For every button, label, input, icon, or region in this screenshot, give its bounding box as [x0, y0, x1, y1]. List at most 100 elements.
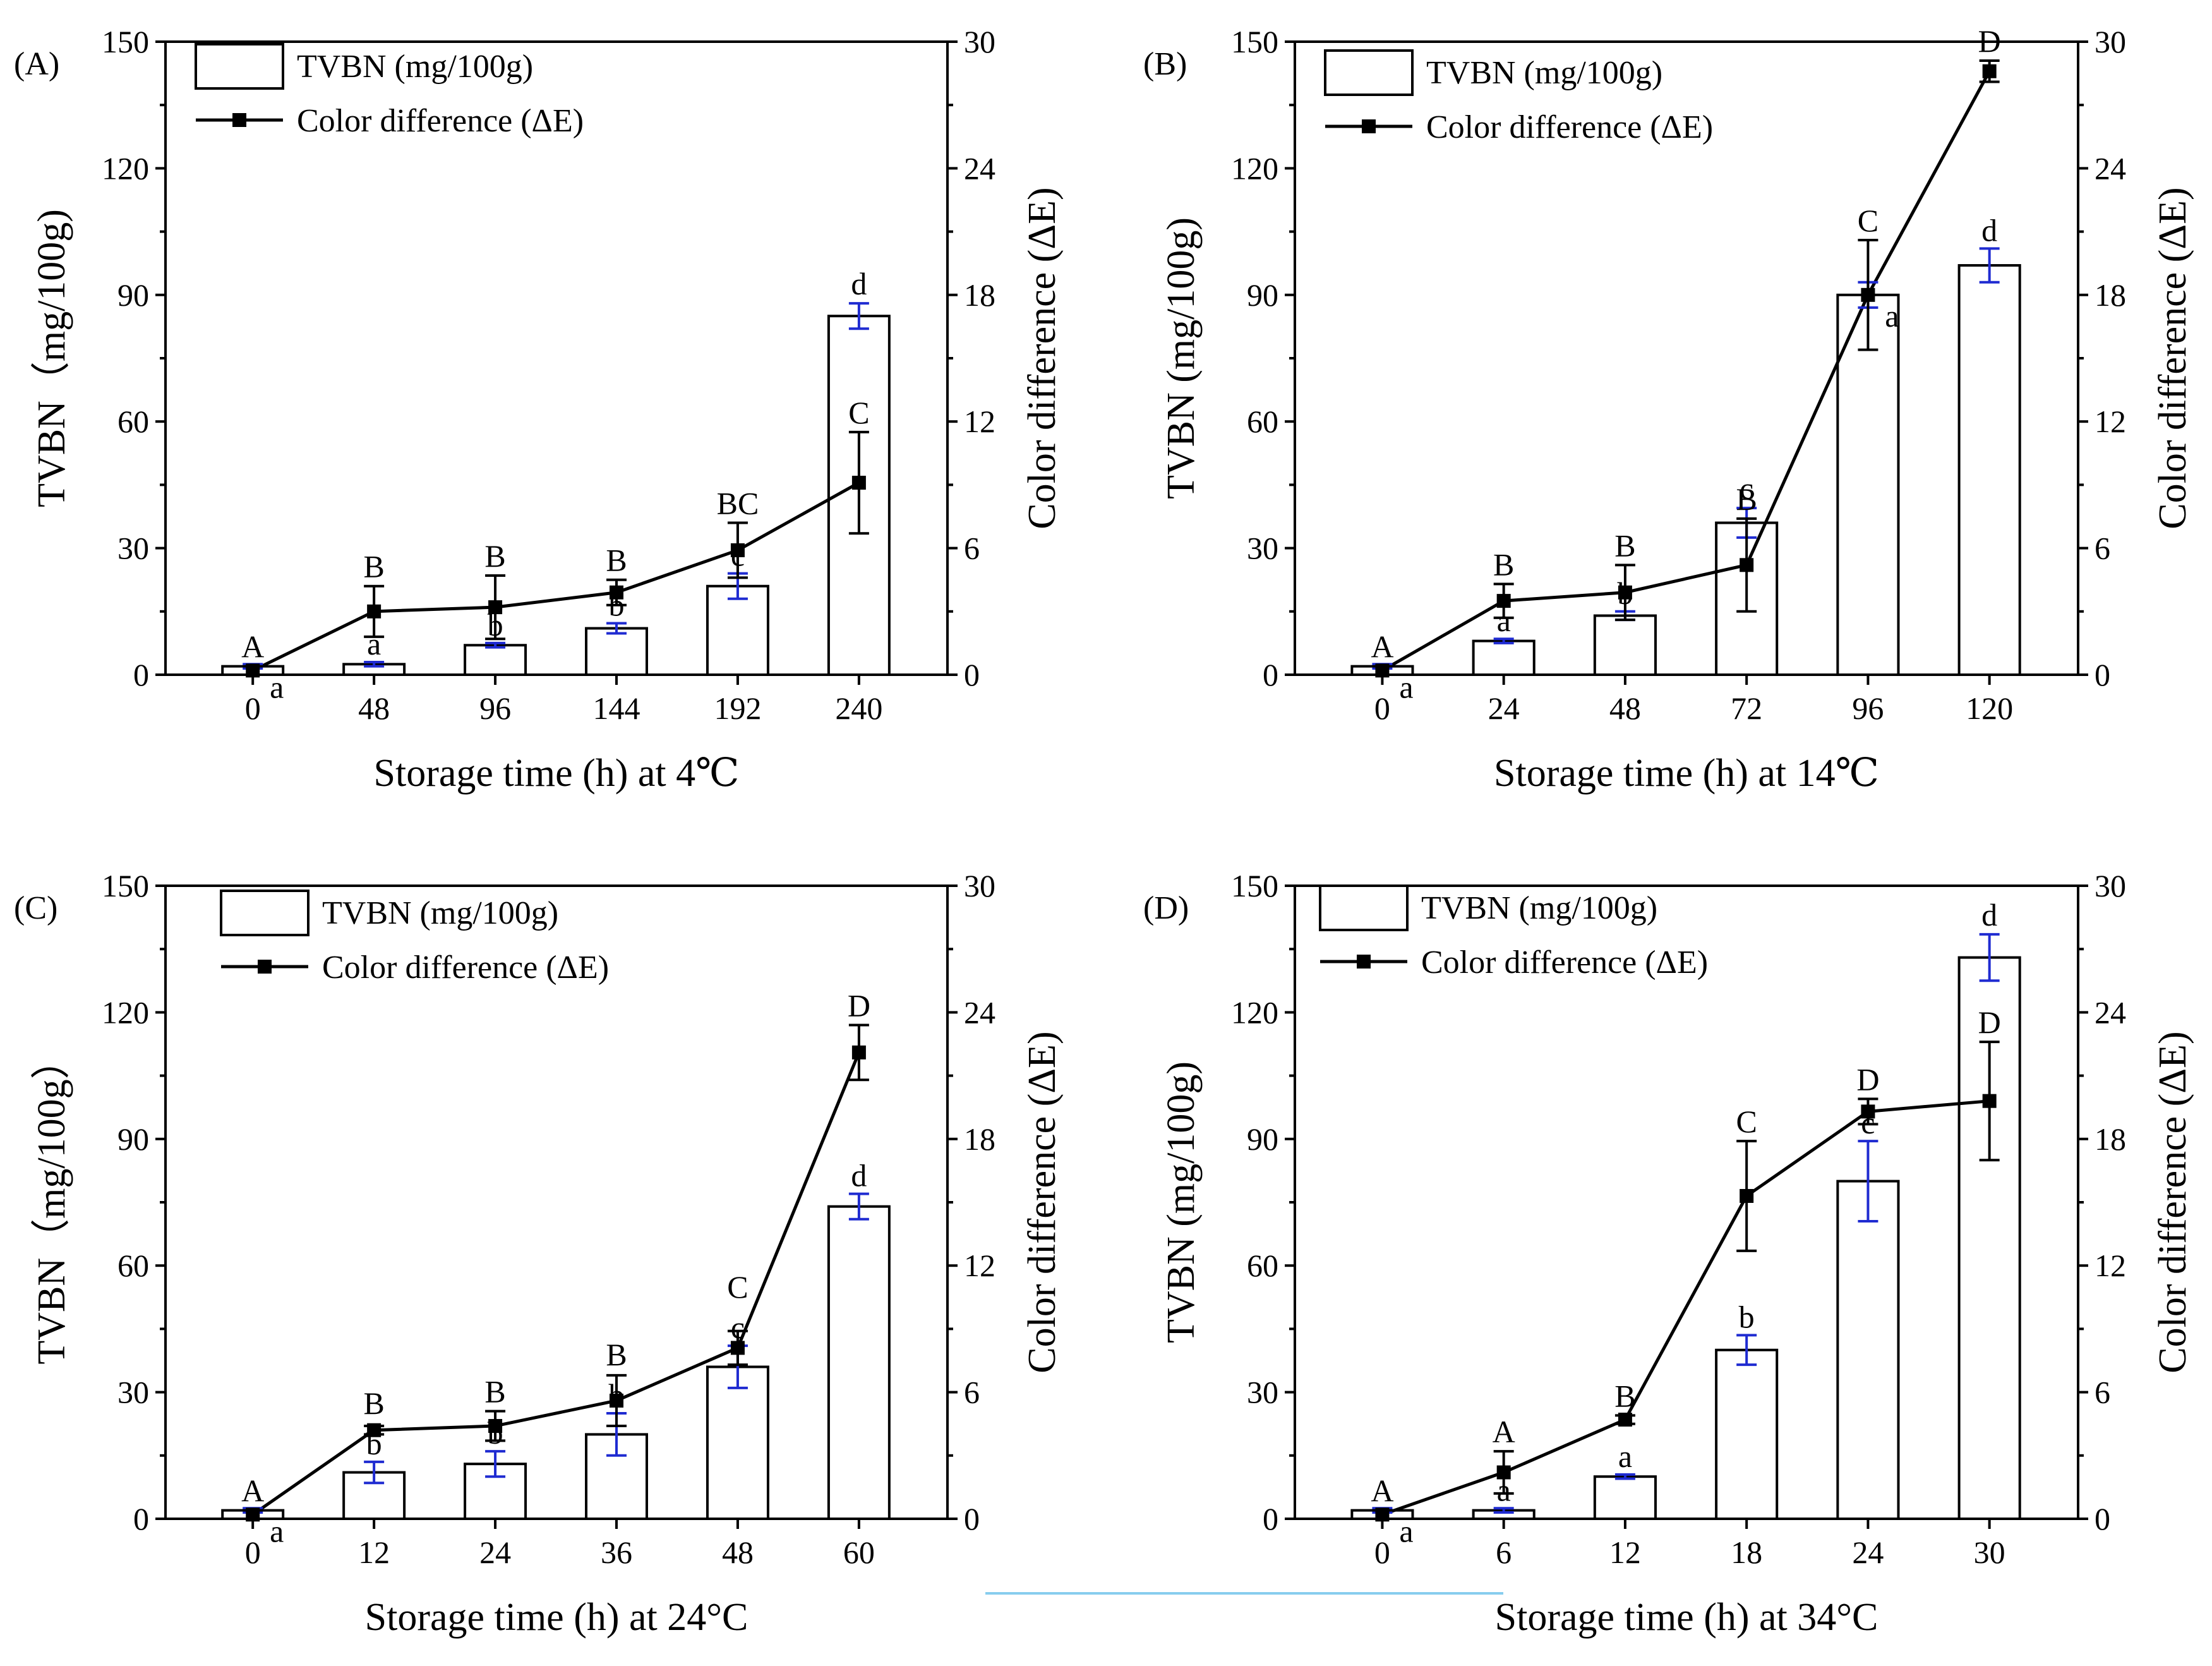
tvbn-letter: b — [1739, 1299, 1755, 1334]
de-letter: A — [241, 1473, 264, 1509]
x-tick-label: 96 — [1852, 691, 1884, 726]
y-right-tick-label: 30 — [2095, 868, 2126, 903]
x-tick-label: 60 — [843, 1535, 875, 1570]
tvbn-letter: b — [488, 607, 503, 643]
y-left-axis-title: TVBN (mg/100g) — [1160, 1061, 1203, 1343]
y-left-tick-label: 150 — [102, 24, 149, 59]
de-point — [1618, 585, 1632, 600]
y-left-tick-label: 150 — [1231, 868, 1278, 903]
legend-tvbn-label: TVBN (mg/100g) — [1421, 890, 1657, 926]
de-point — [1740, 1188, 1754, 1203]
y-right-tick-label: 30 — [964, 24, 995, 59]
de-letter: C — [727, 1269, 748, 1305]
tvbn-letter: a — [1399, 670, 1413, 705]
de-letter: C — [1736, 1104, 1757, 1139]
y-left-tick-label: 0 — [133, 1501, 149, 1536]
x-tick-label: 12 — [1609, 1535, 1641, 1570]
tvbn-bar — [1593, 614, 1657, 676]
de-point — [851, 476, 866, 490]
tvbn-letter: a — [1885, 298, 1899, 334]
color-difference-line — [1381, 70, 1991, 672]
de-point — [367, 604, 382, 619]
de-point — [1618, 1413, 1632, 1427]
y-right-tick-label: 18 — [2095, 277, 2126, 313]
y-right-tick-label: 12 — [2095, 1248, 2126, 1283]
y-right-tick-label: 12 — [964, 404, 995, 439]
legend-bar-swatch — [1319, 884, 1409, 931]
de-letter: B — [606, 543, 627, 578]
legend-marker — [258, 960, 272, 974]
legend-marker — [1362, 119, 1376, 133]
x-tick-label: 120 — [1966, 691, 2013, 726]
tvbn-letter: b — [488, 1415, 503, 1451]
tvbn-bar — [1836, 293, 1900, 676]
y-left-tick-label: 90 — [1247, 1121, 1278, 1157]
y-right-axis-title: Color difference (ΔE) — [2151, 187, 2194, 529]
de-point — [1861, 287, 1875, 302]
de-point — [1861, 1104, 1875, 1119]
de-letter: B — [1614, 528, 1635, 563]
legend-marker — [1357, 955, 1371, 969]
tvbn-letter: a — [1497, 603, 1511, 638]
tvbn-letter: b — [1617, 576, 1633, 611]
de-point — [610, 1393, 624, 1408]
y-left-tick-label: 60 — [117, 404, 149, 439]
x-tick-label: 48 — [358, 691, 390, 726]
y-left-tick-label: 60 — [117, 1248, 149, 1283]
tvbn-letter: d — [851, 266, 867, 301]
de-letter: B — [1736, 481, 1757, 517]
tvbn-bar — [1593, 1475, 1657, 1520]
panel-label: (C) — [14, 890, 57, 926]
panel-label: (A) — [14, 46, 59, 82]
y-right-tick-label: 0 — [2095, 1501, 2110, 1536]
tvbn-letter: c — [731, 1310, 745, 1345]
de-point — [730, 1341, 745, 1355]
y-left-tick-label: 120 — [102, 994, 149, 1030]
de-letter: A — [241, 629, 264, 665]
y-left-axis-title: TVBN（mg/100g） — [30, 1040, 73, 1364]
x-axis-title: Storage time (h) at 14℃ — [1494, 752, 1879, 795]
tvbn-letter: c — [1740, 471, 1753, 506]
y-left-tick-label: 120 — [1231, 994, 1278, 1030]
x-tick-label: 0 — [1374, 1535, 1390, 1570]
y-left-tick-label: 30 — [117, 531, 149, 566]
tvbn-letter: a — [270, 1514, 284, 1549]
y-left-tick-label: 90 — [117, 1121, 149, 1157]
y-right-tick-label: 0 — [964, 657, 980, 692]
de-letter: B — [363, 1385, 384, 1421]
legend-tvbn-label: TVBN (mg/100g) — [1426, 55, 1662, 91]
de-letter: D — [1856, 1061, 1879, 1097]
y-right-tick-label: 12 — [964, 1248, 995, 1283]
de-point — [1496, 1465, 1511, 1480]
y-left-tick-label: 0 — [1263, 1501, 1278, 1536]
x-tick-label: 24 — [479, 1535, 511, 1570]
y-left-axis-title: TVBN（mg/100g) — [30, 209, 73, 507]
de-point — [851, 1045, 866, 1059]
y-left-tick-label: 0 — [133, 657, 149, 692]
y-right-tick-label: 12 — [2095, 404, 2126, 439]
y-right-tick-label: 6 — [2095, 531, 2110, 566]
tvbn-bar — [585, 627, 648, 677]
y-right-tick-label: 30 — [2095, 24, 2126, 59]
de-letter: A — [1371, 1473, 1393, 1509]
de-letter: C — [848, 395, 869, 430]
de-letter: B — [363, 549, 384, 584]
x-axis-title: Storage time (h) at 34°C — [1495, 1596, 1878, 1639]
de-letter: A — [1493, 1414, 1515, 1449]
tvbn-letter: a — [1497, 1472, 1511, 1507]
tvbn-bar — [1836, 1180, 1900, 1520]
y-left-tick-label: 120 — [1231, 150, 1278, 186]
de-point — [1496, 594, 1511, 608]
y-right-tick-label: 24 — [964, 150, 995, 186]
y-right-axis-title: Color difference (ΔE) — [1021, 187, 1064, 529]
legend-bar-swatch — [220, 890, 310, 936]
x-tick-label: 6 — [1496, 1535, 1512, 1570]
tvbn-letter: d — [1981, 212, 1997, 248]
de-letter: B — [1493, 546, 1514, 582]
tvbn-bar — [1715, 1348, 1779, 1521]
y-left-axis-title: TVBN (mg/100g) — [1160, 217, 1203, 499]
x-tick-label: 0 — [1374, 691, 1390, 726]
